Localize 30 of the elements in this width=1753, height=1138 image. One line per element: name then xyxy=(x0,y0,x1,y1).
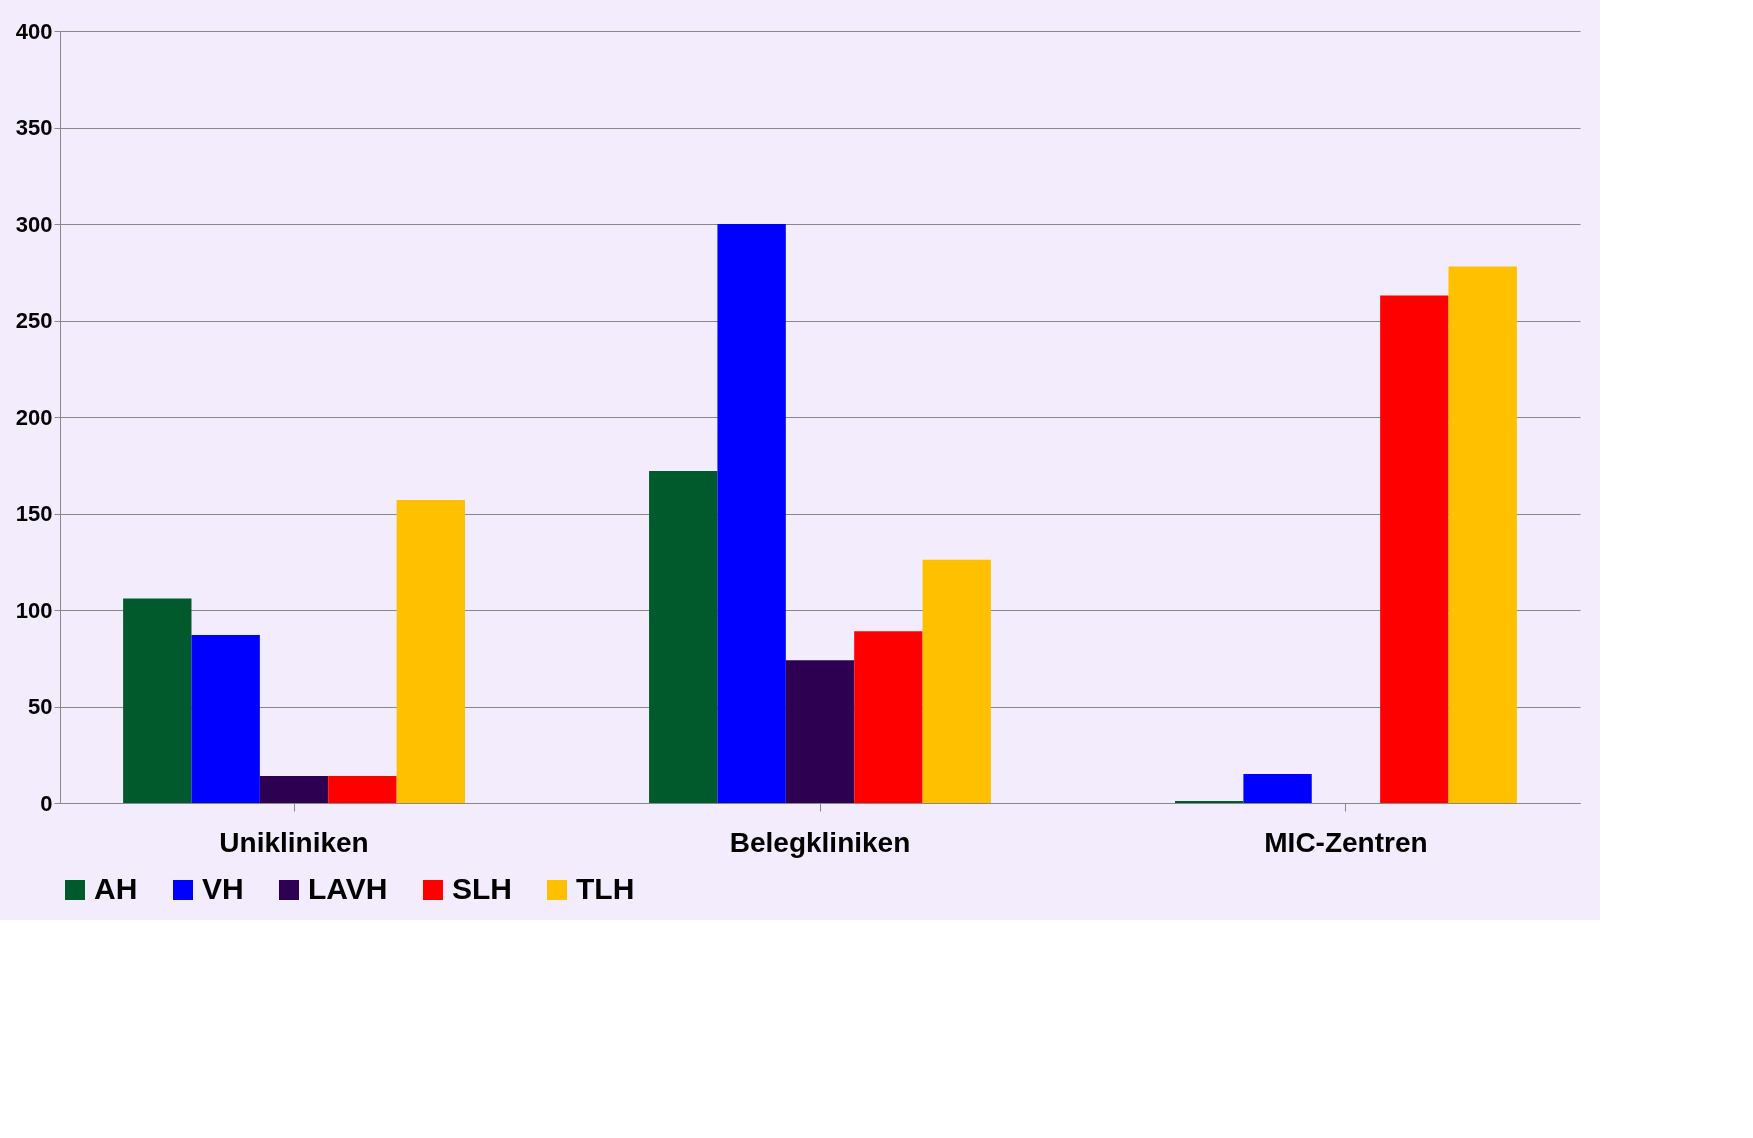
y-tick-label: 50 xyxy=(28,694,53,719)
x-tick-label: Belegkliniken xyxy=(729,826,911,858)
bar xyxy=(922,559,991,803)
x-tick-label: Unikliniken xyxy=(219,826,369,858)
bar xyxy=(328,775,397,803)
y-tick-label: 200 xyxy=(15,404,53,430)
bar xyxy=(396,499,465,803)
x-tick-label: MIC-Zentren xyxy=(1264,826,1428,858)
legend-label: VH xyxy=(202,872,244,905)
y-tick-label: 0 xyxy=(40,790,53,816)
bar xyxy=(854,631,923,803)
bar xyxy=(259,775,329,803)
bar xyxy=(1448,266,1517,803)
bar xyxy=(785,660,855,803)
y-tick-label: 100 xyxy=(15,597,53,623)
y-tick-label: 150 xyxy=(15,501,53,526)
y-tick-label: 350 xyxy=(15,115,53,140)
bar xyxy=(123,598,192,803)
legend-label: TLH xyxy=(576,872,635,905)
y-tick-label: 250 xyxy=(15,308,53,333)
bar xyxy=(1243,774,1312,803)
bar xyxy=(1380,295,1449,803)
y-tick-label: 300 xyxy=(15,211,53,237)
bar xyxy=(717,224,786,803)
legend-label: AH xyxy=(94,872,138,905)
bar xyxy=(649,471,718,803)
y-tick-label: 400 xyxy=(15,18,53,44)
legend-label: LAVH xyxy=(308,872,388,905)
bar xyxy=(191,635,260,803)
legend-label: SLH xyxy=(452,872,512,905)
